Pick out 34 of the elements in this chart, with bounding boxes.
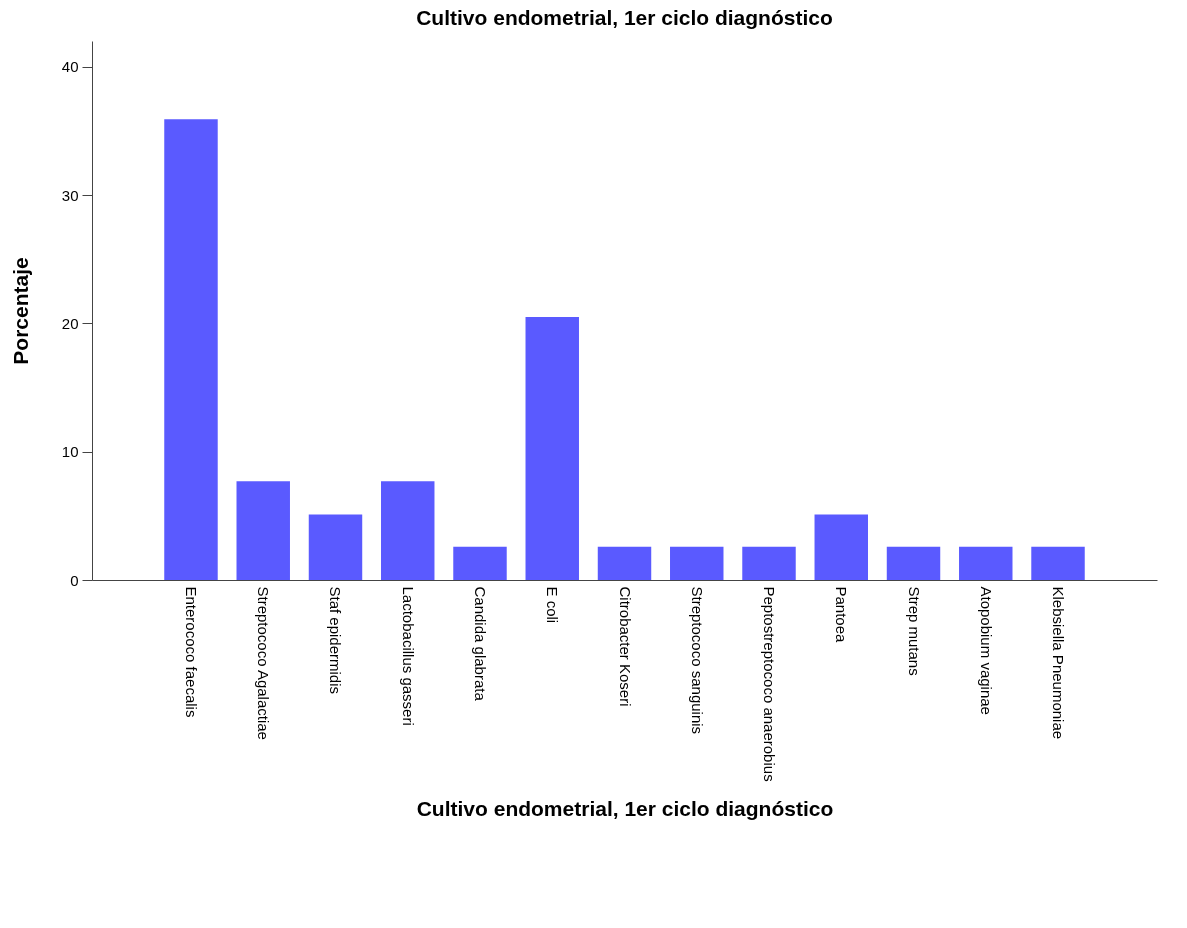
y-tick-label: 20 <box>61 314 79 332</box>
x-tick-label: Strep mutans <box>905 586 923 676</box>
y-tick-label: 10 <box>61 443 79 461</box>
bar <box>742 546 796 580</box>
x-tick-label: Staf epidermidis <box>327 586 345 695</box>
bar <box>381 481 435 580</box>
bar <box>959 546 1013 580</box>
x-tick-label: E coli <box>544 586 562 624</box>
bar <box>814 514 868 580</box>
x-tick-label: Atopobium vaginae <box>977 586 995 715</box>
bar <box>597 546 652 580</box>
bar <box>164 119 218 580</box>
y-axis-title: Porcentaje <box>8 257 32 365</box>
x-tick-label: Streptococo sanguinis <box>688 586 706 735</box>
bar <box>525 316 579 580</box>
y-tick-label: 0 <box>70 571 79 589</box>
y-tick-label: 30 <box>61 186 79 204</box>
x-tick-label: Candida glabrata <box>472 586 489 702</box>
x-tick-label: Streptococo Agalactiae <box>255 586 273 740</box>
bar <box>236 481 290 580</box>
bar <box>453 546 507 580</box>
bar <box>886 546 941 580</box>
x-tick-label: Lactobacillus gasseri <box>399 586 417 726</box>
y-tick-label: 40 <box>61 58 79 76</box>
x-tick-label: Peptostreptococo anaerobius <box>761 586 778 782</box>
x-axis-title: Cultivo endometrial, 1er ciclo diagnóstico <box>416 796 834 820</box>
chart-title: Cultivo endometrial, 1er ciclo diagnóstico <box>416 6 833 29</box>
x-tick-label: Pantoea <box>833 586 851 644</box>
x-tick-label: Klebsiella Pneumoniae <box>1050 586 1068 740</box>
x-tick-label: Citrobacter Koseri <box>616 586 634 707</box>
bar <box>308 514 363 580</box>
bar <box>1031 546 1085 580</box>
x-tick-label: Enterococo faecalis <box>182 586 200 718</box>
bar <box>670 546 724 580</box>
